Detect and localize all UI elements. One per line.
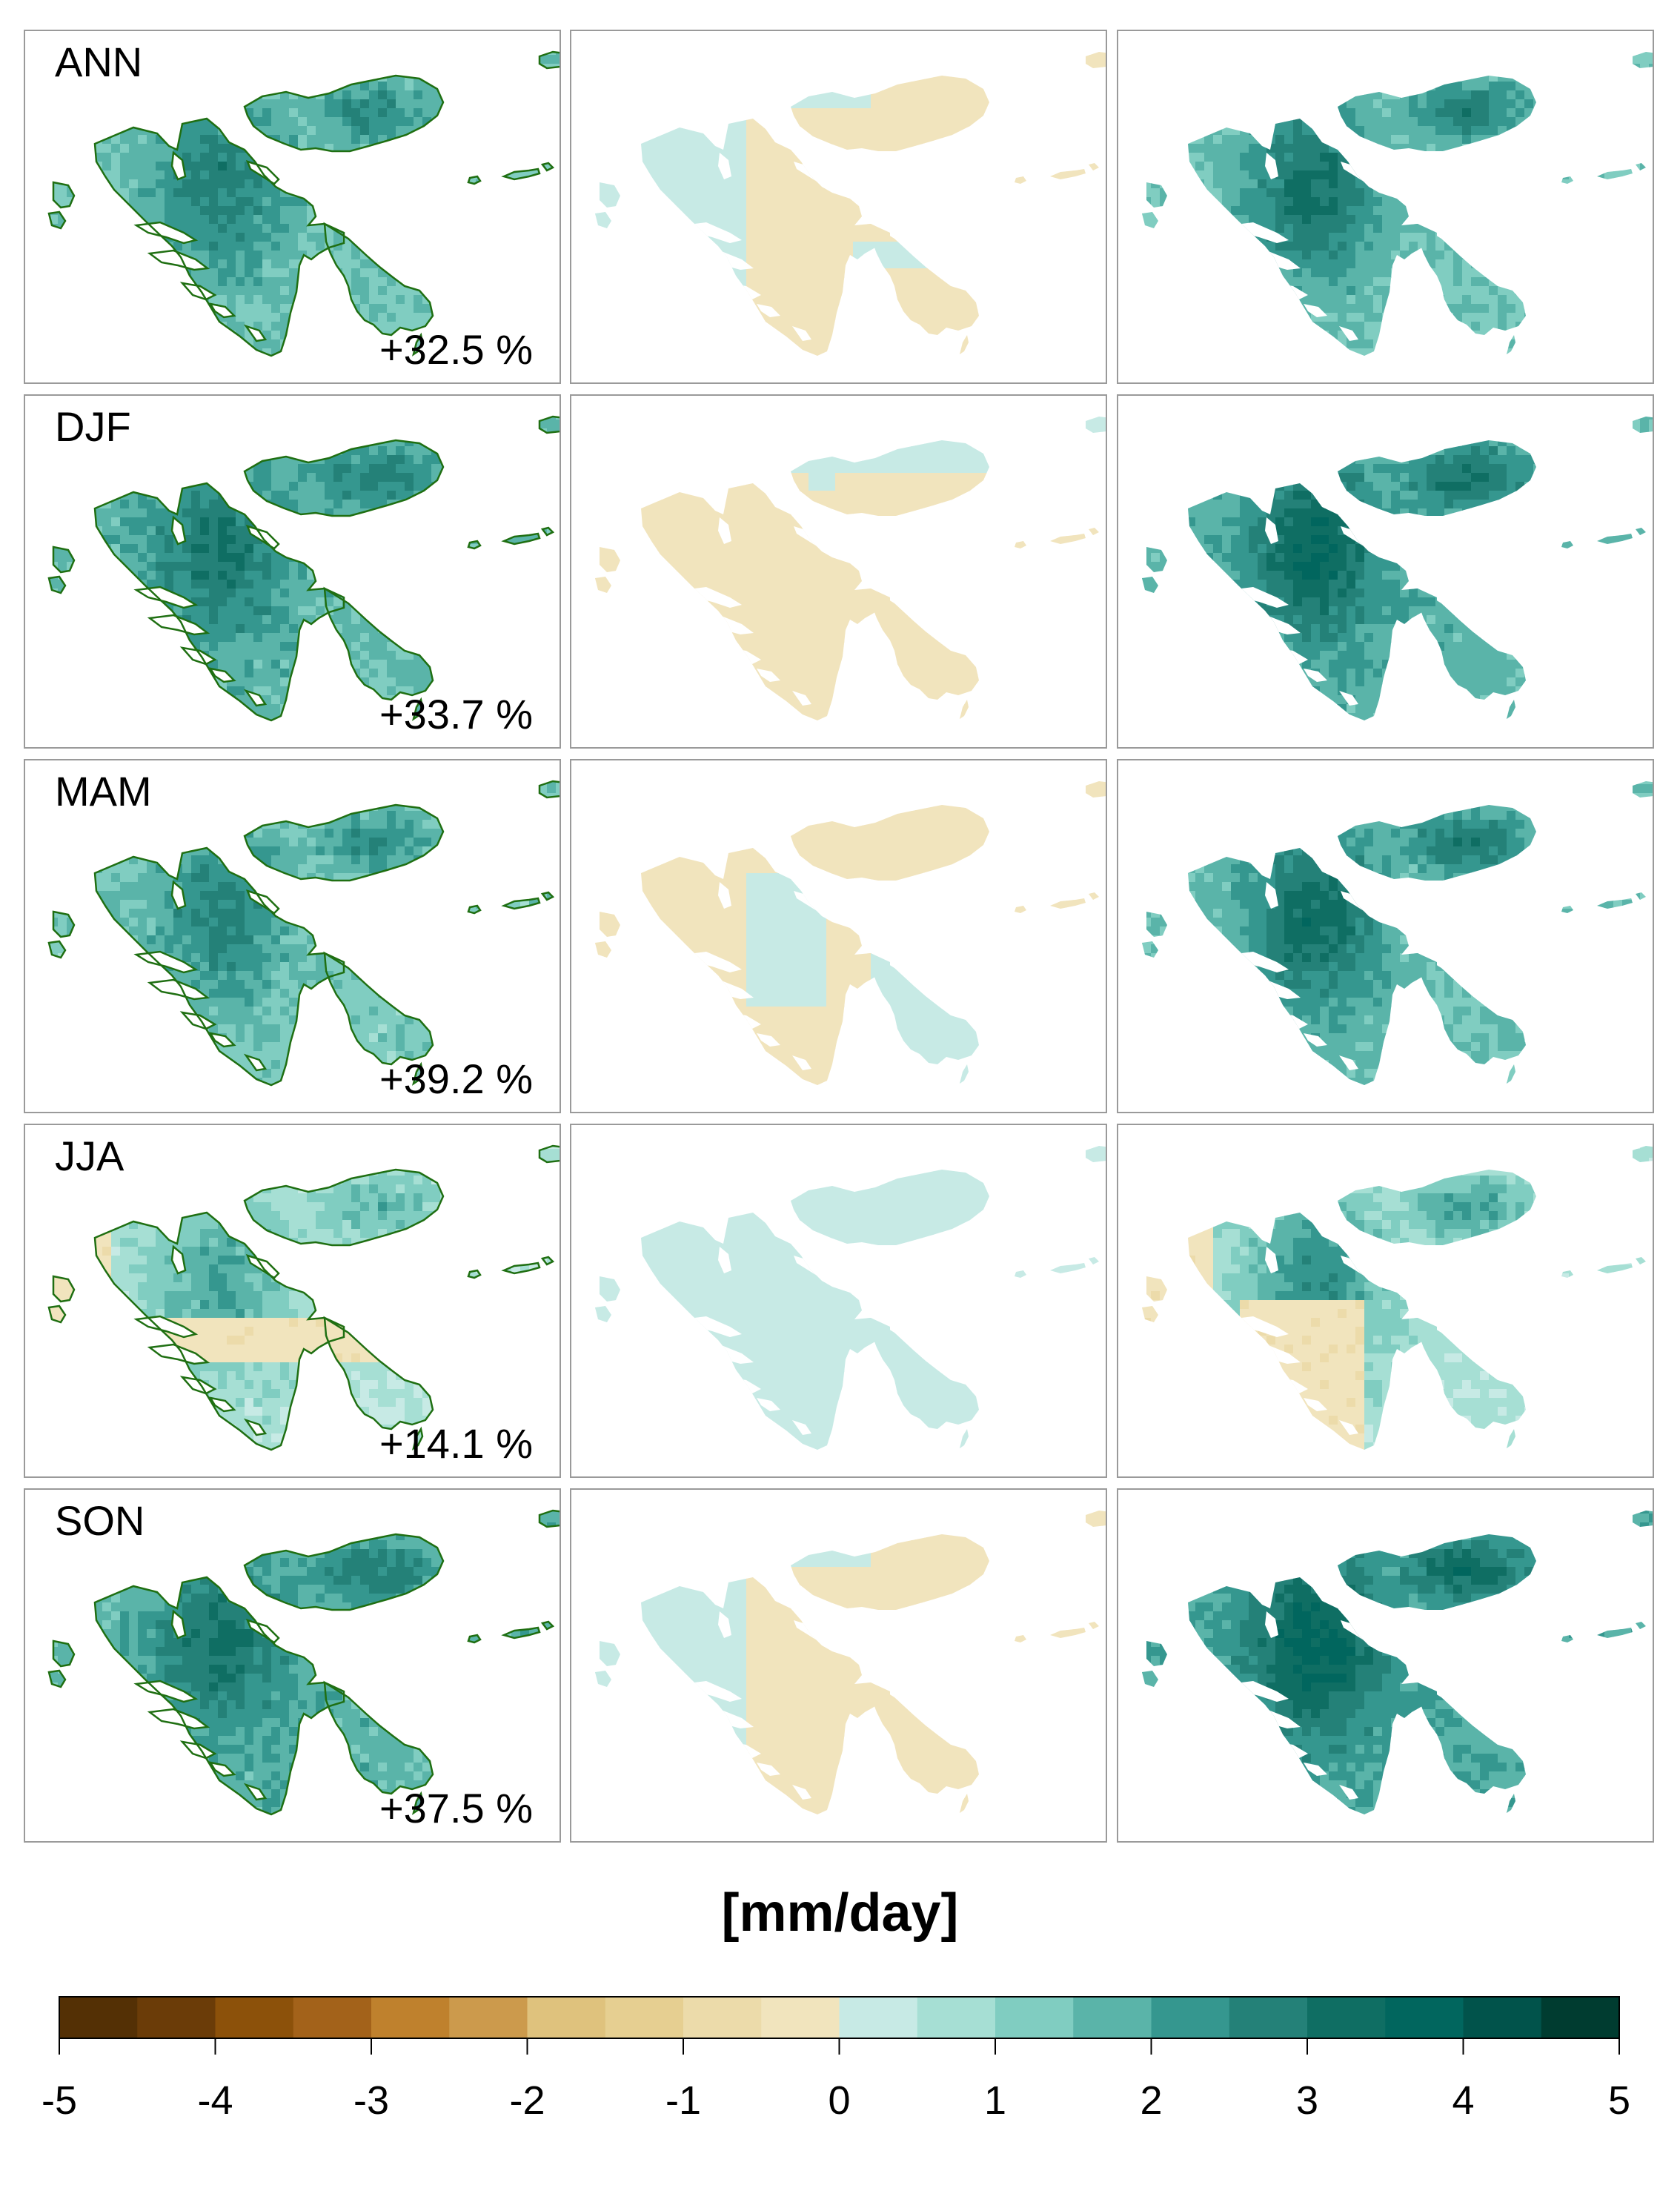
- significance-contour: [47, 415, 560, 722]
- map-panel-jja-3: [1117, 1124, 1654, 1478]
- map-panel-jja-2: [570, 1124, 1107, 1478]
- colorbar-bin: [1541, 1997, 1620, 2038]
- significance-contour: [47, 780, 560, 1087]
- svalbard-map: [1142, 1511, 1653, 1814]
- colorbar-tick-label: -3: [353, 2078, 389, 2123]
- land-field: [1142, 52, 1653, 356]
- svalbard-map: [1142, 417, 1653, 720]
- svalbard-map: [47, 50, 560, 357]
- map-panel-ann-1: ANN +32.5 %: [24, 30, 561, 384]
- land-field: [595, 1146, 1106, 1450]
- map-panel-ann-2: [570, 30, 1107, 384]
- land-field: [595, 417, 1106, 720]
- colorbar-bin: [293, 1997, 372, 2038]
- colorbar-bin: [1229, 1997, 1308, 2038]
- percent-change-label: +32.5 %: [379, 329, 533, 371]
- colorbar-tick-label: -5: [41, 2078, 77, 2123]
- colorbar-tick-label: -4: [197, 2078, 233, 2123]
- land-field: [1142, 417, 1653, 720]
- colorbar-bin: [371, 1997, 450, 2038]
- map-panel-jja-1: JJA +14.1 %: [24, 1124, 561, 1478]
- colorbar-bin: [137, 1997, 216, 2038]
- colorbar-tick-label: 4: [1452, 2078, 1474, 2123]
- map-panel-djf-1: DJF +33.7 %: [24, 394, 561, 749]
- colorbar-bin: [1307, 1997, 1386, 2038]
- colorbar-bin: [1463, 1997, 1542, 2038]
- land-field: [1142, 781, 1653, 1085]
- colorbar-bin: [59, 1997, 138, 2038]
- map-panel-mam-2: [570, 759, 1107, 1113]
- colorbar-bin: [917, 1997, 996, 2038]
- svalbard-map: [47, 780, 560, 1087]
- colorbar-tick-label: 0: [828, 2078, 850, 2123]
- map-panel-ann-3: [1117, 30, 1654, 384]
- percent-change-label: +14.1 %: [379, 1423, 533, 1465]
- colorbar: -5 -4 -3 -2 -1 0 1 2 3 4 5: [41, 1996, 1630, 2123]
- land-field: [1142, 1146, 1653, 1450]
- land-field: [595, 1511, 1106, 1814]
- svalbard-map: [1142, 52, 1653, 356]
- map-panel-djf-2: [570, 394, 1107, 749]
- colorbar-bin: [1385, 1997, 1464, 2038]
- map-panel-mam-3: [1117, 759, 1654, 1113]
- svalbard-map: [1142, 781, 1653, 1085]
- map-panel-djf-3: [1117, 394, 1654, 749]
- season-label: DJF: [55, 406, 131, 448]
- svalbard-map: [595, 1146, 1106, 1450]
- colorbar-bin: [215, 1997, 294, 2038]
- colorbar-bin: [683, 1997, 762, 2038]
- colorbar-bin: [449, 1997, 528, 2038]
- map-panel-son-3: [1117, 1488, 1654, 1843]
- svalbard-map: [47, 415, 560, 722]
- svalbard-map: [595, 781, 1106, 1085]
- land-field: [595, 52, 1106, 356]
- significance-contour: [47, 1509, 560, 1816]
- season-label: ANN: [55, 42, 142, 83]
- svalbard-map: [595, 52, 1106, 356]
- season-label: SON: [55, 1500, 145, 1542]
- percent-change-label: +37.5 %: [379, 1788, 533, 1829]
- colorbar-tick-label: 2: [1140, 2078, 1162, 2123]
- season-label: JJA: [55, 1136, 124, 1177]
- season-label: MAM: [55, 771, 152, 812]
- percent-change-label: +33.7 %: [379, 694, 533, 735]
- colorbar-tick-label: 5: [1608, 2078, 1630, 2123]
- svalbard-map: [47, 1144, 560, 1451]
- map-panel-son-1: SON +37.5 %: [24, 1488, 561, 1843]
- map-panel-mam-1: MAM +39.2 %: [24, 759, 561, 1113]
- percent-change-label: +39.2 %: [379, 1058, 533, 1100]
- colorbar-bin: [605, 1997, 684, 2038]
- svalbard-map: [595, 1511, 1106, 1814]
- map-panel-son-2: [570, 1488, 1107, 1843]
- svalbard-map: [595, 417, 1106, 720]
- significance-contour: [47, 1144, 560, 1451]
- svalbard-map: [47, 1509, 560, 1816]
- colorbar-bin: [1073, 1997, 1152, 2038]
- colorbar-tick-label: -2: [509, 2078, 545, 2123]
- colorbar-tick-label: 3: [1296, 2078, 1318, 2123]
- colorbar-bin: [1151, 1997, 1230, 2038]
- colorbar-bin: [527, 1997, 606, 2038]
- land-field: [595, 781, 1106, 1085]
- significance-contour: [47, 50, 560, 357]
- land-field: [1142, 1511, 1653, 1814]
- colorbar-tick-label: -1: [665, 2078, 701, 2123]
- colorbar-bin: [761, 1997, 840, 2038]
- colorbar-bin: [839, 1997, 918, 2038]
- unit-label: [mm/day]: [0, 1883, 1680, 1943]
- colorbar-bin: [995, 1997, 1074, 2038]
- colorbar-tick-label: 1: [984, 2078, 1006, 2123]
- svalbard-map: [1142, 1146, 1653, 1450]
